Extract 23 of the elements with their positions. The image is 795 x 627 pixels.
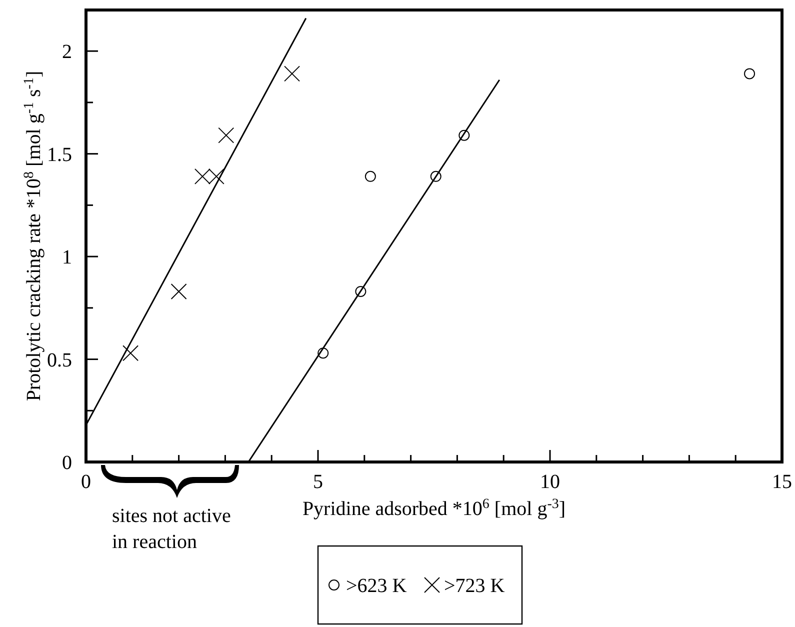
point (284, 66, 300, 82)
x-tick-label: 0 (81, 471, 91, 493)
y-tick-label: 0.5 (47, 349, 72, 372)
y-tick-label: 2 (62, 41, 72, 64)
point (355, 286, 366, 297)
x-tick-label: 15 (772, 471, 792, 493)
legend-label: >723 K (444, 575, 506, 597)
point (122, 345, 139, 362)
point (318, 348, 329, 359)
x-tick-label: 10 (540, 471, 560, 493)
point (218, 127, 234, 144)
point (458, 130, 470, 141)
x-axis-title: Pyridine adsorbed *10$^{6}$ [mol g$^{-3}$] (302, 496, 566, 520)
y-tick-label: 1 (62, 246, 72, 269)
point (170, 283, 187, 300)
legend-label: >623 K (346, 575, 408, 597)
x-tick-label: 5 (313, 471, 323, 493)
y-tick-label: 1.5 (47, 144, 72, 166)
text: sites not active in reaction (112, 505, 231, 553)
point (364, 170, 376, 182)
point (430, 170, 442, 182)
point (744, 68, 756, 80)
y-tick-label: 0 (62, 452, 72, 474)
